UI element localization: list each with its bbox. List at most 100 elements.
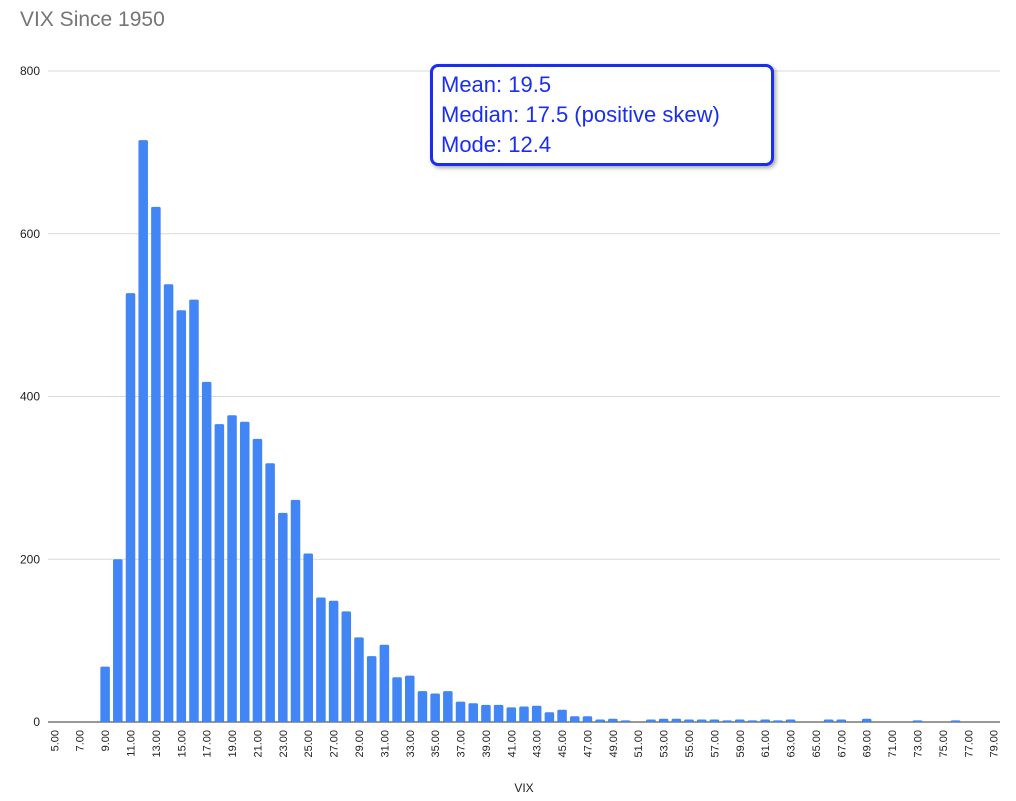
- x-tick-label: 11.00: [126, 730, 138, 757]
- bars: [100, 140, 961, 723]
- bar: [201, 381, 212, 722]
- bar: [125, 293, 136, 722]
- x-tick-label: 57.00: [709, 730, 721, 758]
- bar: [316, 597, 326, 722]
- x-tick-label: 49.00: [608, 730, 620, 758]
- chart-title: VIX Since 1950: [20, 8, 165, 31]
- x-tick-label: 51.00: [633, 730, 645, 758]
- x-tick-label: 25.00: [303, 730, 315, 758]
- bar: [646, 719, 656, 722]
- bar: [189, 299, 199, 722]
- bar: [328, 600, 339, 722]
- bar: [366, 656, 377, 722]
- bar: [671, 718, 682, 722]
- bar: [303, 553, 313, 722]
- bar: [252, 438, 263, 722]
- bar: [138, 140, 148, 722]
- bar: [950, 720, 961, 722]
- x-tick-label: 17.00: [202, 730, 214, 758]
- x-tick-label: 15.00: [176, 730, 188, 758]
- x-tick-label: 41.00: [506, 730, 518, 758]
- bar: [405, 675, 415, 722]
- bar: [354, 637, 364, 722]
- x-tick-label: 65.00: [811, 730, 823, 758]
- bar: [544, 712, 555, 722]
- x-tick-label: 55.00: [684, 730, 696, 758]
- x-tick-label: 23.00: [278, 730, 290, 758]
- bar: [836, 719, 847, 722]
- bar: [620, 720, 631, 722]
- x-tick-label: 27.00: [329, 730, 341, 758]
- bar: [709, 719, 720, 722]
- x-tick-label: 7.00: [75, 730, 87, 751]
- bar: [214, 424, 225, 722]
- x-tick-label: 47.00: [582, 730, 594, 758]
- bar: [341, 611, 352, 722]
- bar: [595, 719, 605, 722]
- x-tick-label: 53.00: [659, 730, 671, 758]
- x-tick-label: 43.00: [532, 730, 544, 758]
- stats-annotation-box: Mean: 19.5 Median: 17.5 (positive skew) …: [430, 64, 774, 166]
- bar: [760, 719, 770, 722]
- bar: [227, 415, 237, 722]
- x-tick-label: 67.00: [836, 730, 848, 758]
- x-tick-label: 71.00: [887, 730, 899, 758]
- y-tick-label: 200: [20, 552, 40, 566]
- bar: [113, 559, 123, 722]
- annotation-mean: Mean: 19.5: [441, 72, 552, 97]
- bar: [239, 421, 250, 722]
- x-tick-label: 13.00: [151, 730, 163, 758]
- x-tick-label: 69.00: [862, 730, 874, 758]
- bar: [519, 706, 529, 722]
- bar: [696, 719, 707, 722]
- bar: [684, 719, 694, 722]
- bar: [861, 718, 872, 722]
- x-tick-label: 19.00: [227, 730, 239, 758]
- bar: [722, 720, 732, 722]
- bar: [265, 463, 275, 722]
- x-tick-label: 29.00: [354, 730, 366, 758]
- x-tick-label: 79.00: [989, 730, 1001, 758]
- x-tick-label: 21.00: [252, 730, 264, 758]
- bar: [392, 677, 402, 722]
- x-tick-label: 63.00: [786, 730, 798, 758]
- bar: [557, 709, 567, 722]
- bar: [468, 703, 478, 722]
- bar: [785, 719, 796, 722]
- x-tick-label: 45.00: [557, 730, 569, 758]
- bar: [823, 719, 834, 722]
- bar: [455, 701, 466, 722]
- bar: [290, 499, 301, 722]
- x-axis-ticks: 5.00 7.00 9.00 11.00 13.00 15.00 17.00 19.00 21.…: [49, 730, 1000, 758]
- bar: [506, 707, 517, 722]
- bar: [163, 284, 174, 722]
- bar: [747, 720, 758, 722]
- bar: [493, 704, 504, 722]
- x-axis-title: VIX: [514, 781, 533, 795]
- x-tick-label: 33.00: [405, 730, 417, 758]
- y-tick-label: 0: [33, 715, 40, 729]
- bar: [658, 718, 669, 722]
- annotation-mode: Mode: 12.4: [441, 132, 552, 157]
- bar: [582, 716, 593, 722]
- bar: [379, 644, 390, 722]
- y-axis-ticks: 0 200 400 600 800: [20, 64, 40, 729]
- y-tick-label: 600: [20, 227, 40, 241]
- bar: [417, 691, 428, 722]
- x-tick-label: 59.00: [735, 730, 747, 758]
- bar: [735, 719, 745, 722]
- x-tick-label: 35.00: [430, 730, 442, 758]
- bar: [608, 718, 618, 722]
- x-tick-label: 5.00: [49, 730, 61, 751]
- x-tick-label: 77.00: [963, 730, 975, 758]
- bar: [278, 512, 288, 722]
- bar: [773, 720, 783, 722]
- x-tick-label: 73.00: [912, 730, 924, 758]
- x-tick-label: 31.00: [379, 730, 391, 758]
- bar: [443, 691, 453, 722]
- x-tick-label: 37.00: [456, 730, 468, 758]
- bar: [151, 206, 161, 723]
- x-tick-label: 61.00: [760, 730, 772, 758]
- bar: [100, 666, 110, 722]
